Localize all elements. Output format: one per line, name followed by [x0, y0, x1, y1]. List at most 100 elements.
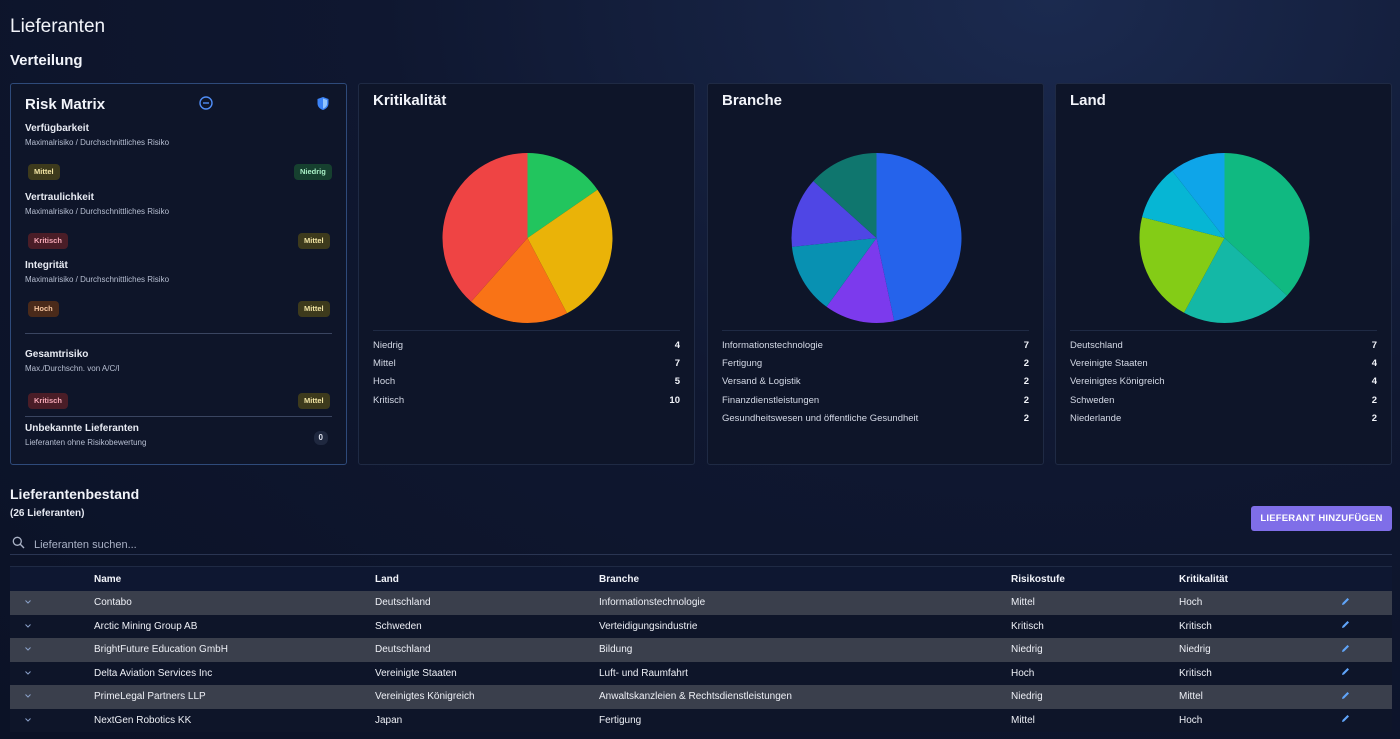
- cell-risikostufe: Mittel: [1011, 597, 1179, 608]
- risk-item-subtitle: Maximalrisiko / Durchschnittliches Risik…: [25, 275, 330, 284]
- legend-item[interactable]: Niederlande 2: [1070, 409, 1377, 427]
- edit-icon[interactable]: [1341, 691, 1381, 703]
- cell-kritikalitaet: Kritisch: [1179, 668, 1341, 679]
- inventory-title: Lieferantenbestand: [10, 486, 139, 502]
- cell-branche: Informationstechnologie: [599, 597, 1011, 608]
- risk-item-vertraulichkeit: Vertraulichkeit Maximalrisiko / Durchsch…: [25, 192, 330, 216]
- risk-item-subtitle: Max./Durchschn. von A/C/I: [25, 364, 330, 373]
- table-body: Contabo Deutschland Informationstechnologi…: [10, 591, 1392, 732]
- risk-item-subtitle: Lieferanten ohne Risikobewertung: [25, 438, 330, 447]
- cell-land: Vereinigtes Königreich: [375, 691, 599, 702]
- expand-row-icon[interactable]: [10, 644, 94, 655]
- cell-land: Schweden: [375, 621, 599, 632]
- legend-item[interactable]: Vereinigtes Königreich 4: [1070, 373, 1377, 391]
- risk-item-title: Gesamtrisiko: [25, 349, 330, 360]
- legend-item[interactable]: Deutschland 7: [1070, 336, 1377, 354]
- chart-legend: Informationstechnologie 7 Fertigung 2 Versan…: [722, 336, 1029, 427]
- chart-card-land: Land Deutschland 7 Vereinigte Staaten 4 Vere…: [1055, 83, 1392, 465]
- inventory-count: (26 Lieferanten): [10, 508, 84, 519]
- expand-row-icon[interactable]: [10, 715, 94, 726]
- add-supplier-button[interactable]: LIEFERANT HINZUFÜGEN: [1251, 506, 1392, 531]
- chart-divider: [722, 330, 1029, 331]
- risk-item-title: Integrität: [25, 260, 330, 271]
- legend-item[interactable]: Gesundheitswesen und öffentliche Gesundh…: [722, 409, 1029, 427]
- chart-legend: Deutschland 7 Vereinigte Staaten 4 Vereinigt…: [1070, 336, 1377, 427]
- column-header-name[interactable]: Name: [94, 574, 375, 585]
- table-row[interactable]: PrimeLegal Partners LLP Vereinigtes König…: [10, 685, 1392, 709]
- chart-card-kritikalitaet: Kritikalität Niedrig 4 Mittel 7 Hoch 5 Kritisc…: [358, 83, 695, 465]
- risk-item-integritaet: Integrität Maximalrisiko / Durchschnittl…: [25, 260, 330, 284]
- table-row[interactable]: BrightFuture Education GmbH Deutschland Bi…: [10, 638, 1392, 662]
- edit-icon[interactable]: [1341, 714, 1381, 726]
- legend-label: Schweden: [1070, 395, 1114, 406]
- avg-risk-badge: Mittel: [298, 301, 330, 317]
- edit-icon[interactable]: [1341, 597, 1381, 609]
- column-header-kritikalitaet[interactable]: Kritikalität: [1179, 574, 1341, 585]
- search-input[interactable]: [32, 535, 636, 554]
- search-icon: [12, 536, 25, 554]
- legend-item[interactable]: Versand & Logistik 2: [722, 373, 1029, 391]
- legend-item[interactable]: Informationstechnologie 7: [722, 336, 1029, 354]
- legend-value: 2: [1024, 413, 1029, 424]
- chart-title: Kritikalität: [373, 92, 446, 109]
- edit-icon[interactable]: [1341, 667, 1381, 679]
- expand-row-icon[interactable]: [10, 597, 94, 608]
- cell-name: NextGen Robotics KK: [94, 715, 375, 726]
- cell-branche: Luft- und Raumfahrt: [599, 668, 1011, 679]
- expand-row-icon[interactable]: [10, 668, 94, 679]
- legend-value: 2: [1024, 376, 1029, 387]
- cell-risikostufe: Mittel: [1011, 715, 1179, 726]
- chart-title: Branche: [722, 92, 782, 109]
- shield-icon[interactable]: [316, 96, 330, 116]
- expand-row-icon[interactable]: [10, 621, 94, 632]
- cell-branche: Bildung: [599, 644, 1011, 655]
- divider: [25, 333, 332, 334]
- legend-item[interactable]: Kritisch 10: [373, 391, 680, 409]
- page-title: Lieferanten: [10, 16, 105, 38]
- cell-kritikalitaet: Mittel: [1179, 691, 1341, 702]
- table-row[interactable]: Delta Aviation Services Inc Vereinigte St…: [10, 662, 1392, 686]
- avg-risk-badge: Mittel: [298, 233, 330, 249]
- column-header-risikostufe[interactable]: Risikostufe: [1011, 574, 1179, 585]
- minus-circle-icon[interactable]: [199, 96, 213, 115]
- max-risk-badge: Kritisch: [28, 233, 68, 249]
- edit-icon[interactable]: [1341, 644, 1381, 656]
- legend-item[interactable]: Mittel 7: [373, 354, 680, 372]
- risk-item-subtitle: Maximalrisiko / Durchschnittliches Risik…: [25, 207, 330, 216]
- chart-card-branche: Branche Informationstechnologie 7 Fertigun…: [707, 83, 1044, 465]
- legend-item[interactable]: Hoch 5: [373, 373, 680, 391]
- edit-icon[interactable]: [1341, 620, 1381, 632]
- column-header-branche[interactable]: Branche: [599, 574, 1011, 585]
- pie-slice-informationstechnologie[interactable]: [877, 153, 962, 321]
- legend-item[interactable]: Vereinigte Staaten 4: [1070, 354, 1377, 372]
- avg-risk-badge: Niedrig: [294, 164, 332, 180]
- legend-value: 4: [1372, 376, 1377, 387]
- cell-branche: Verteidigungsindustrie: [599, 621, 1011, 632]
- cell-name: Delta Aviation Services Inc: [94, 668, 375, 679]
- legend-label: Niederlande: [1070, 413, 1121, 424]
- risk-item-gesamtrisiko: Gesamtrisiko Max./Durchschn. von A/C/I: [25, 349, 330, 373]
- risk-item-title: Verfügbarkeit: [25, 123, 330, 134]
- risk-item-unbekannt: Unbekannte Lieferanten Lieferanten ohne …: [25, 423, 330, 447]
- section-title-verteilung: Verteilung: [10, 52, 83, 69]
- expand-row-icon[interactable]: [10, 691, 94, 702]
- legend-item[interactable]: Fertigung 2: [722, 354, 1029, 372]
- legend-value: 4: [1372, 358, 1377, 369]
- table-row[interactable]: Arctic Mining Group AB Schweden Verteidigu…: [10, 615, 1392, 639]
- cell-kritikalitaet: Kritisch: [1179, 621, 1341, 632]
- legend-item[interactable]: Niedrig 4: [373, 336, 680, 354]
- legend-item[interactable]: Finanzdienstleistungen 2: [722, 391, 1029, 409]
- risk-item-title: Vertraulichkeit: [25, 192, 330, 203]
- legend-label: Versand & Logistik: [722, 376, 801, 387]
- legend-label: Gesundheitswesen und öffentliche Gesundh…: [722, 413, 918, 424]
- risk-matrix-title: Risk Matrix: [25, 96, 105, 113]
- table-header: Name Land Branche Risikostufe Kritikalit…: [10, 566, 1392, 591]
- table-row[interactable]: NextGen Robotics KK Japan Fertigung Mittel H…: [10, 709, 1392, 733]
- legend-item[interactable]: Schweden 2: [1070, 391, 1377, 409]
- column-header-land[interactable]: Land: [375, 574, 599, 585]
- legend-label: Hoch: [373, 376, 395, 387]
- table-row[interactable]: Contabo Deutschland Informationstechnologi…: [10, 591, 1392, 615]
- chart-title: Land: [1070, 92, 1106, 109]
- cell-name: PrimeLegal Partners LLP: [94, 691, 375, 702]
- legend-value: 10: [669, 395, 680, 406]
